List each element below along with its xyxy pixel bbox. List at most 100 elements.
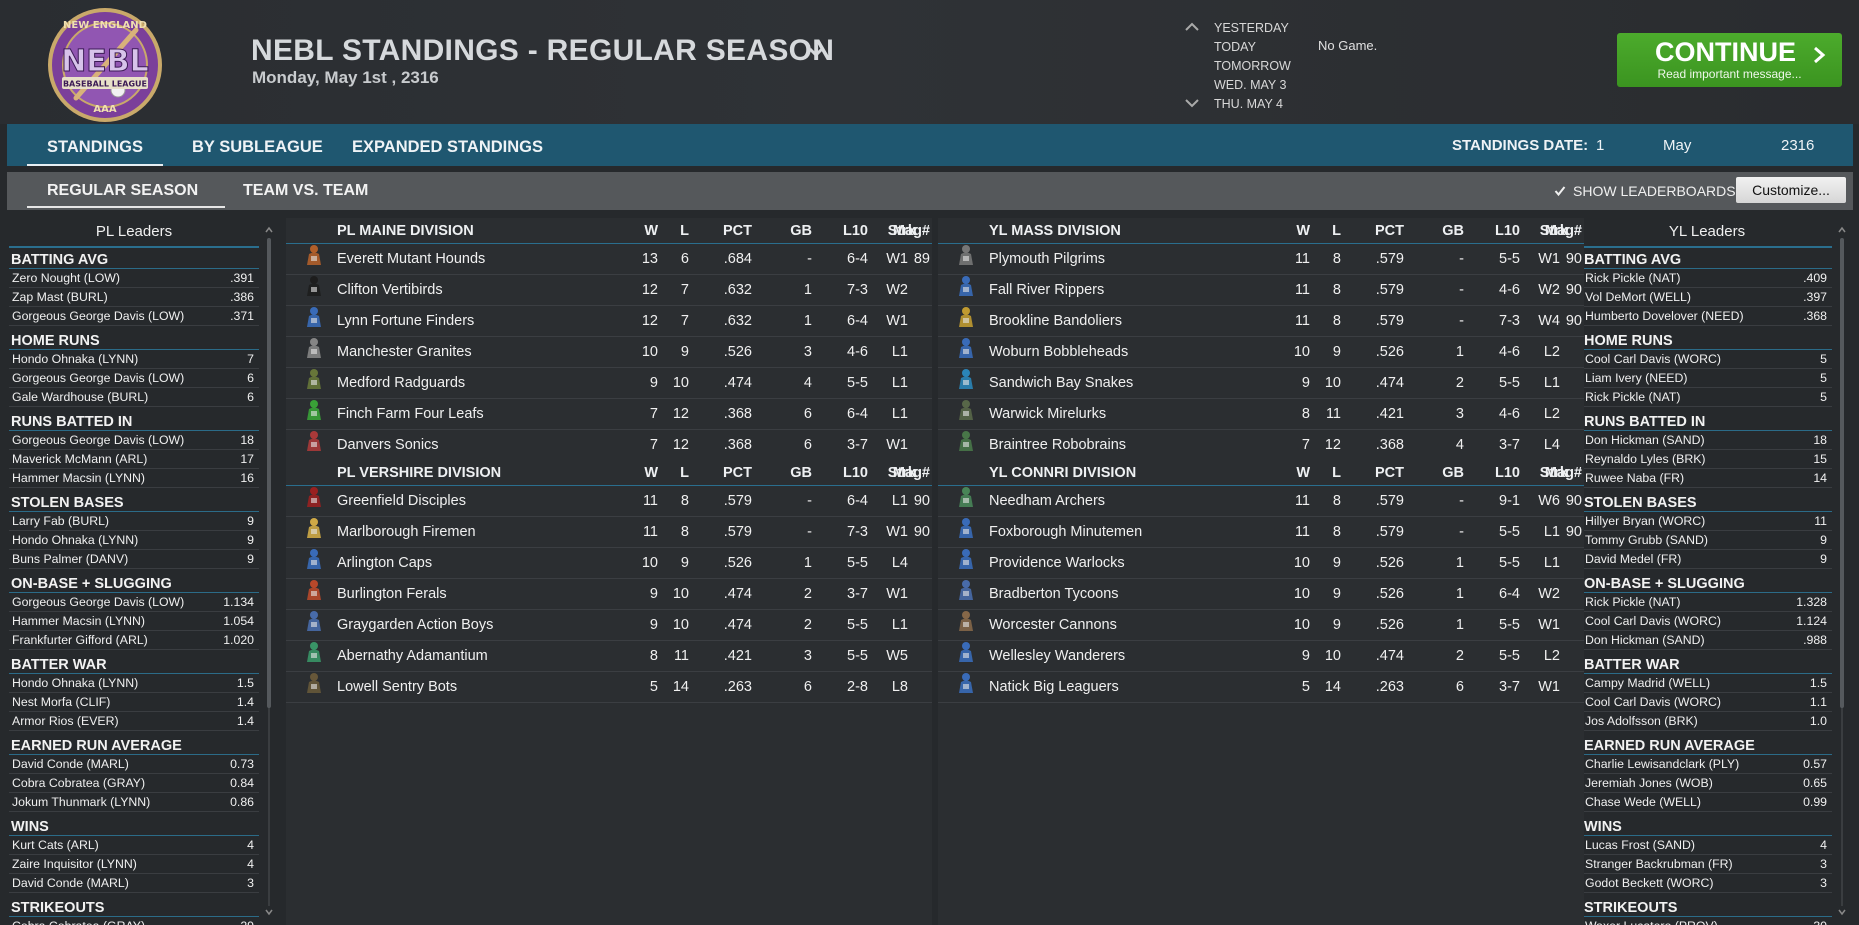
team-name[interactable]: Worcester Cannons	[989, 617, 1117, 633]
team-name[interactable]: Natick Big Leaguers	[989, 679, 1119, 695]
standings-date-month[interactable]: May	[1663, 137, 1692, 154]
team-name[interactable]: Warwick Mirelurks	[989, 406, 1107, 422]
team-row[interactable]: Abernathy Adamantium 8 11 .421 3 5-5 W5	[286, 641, 932, 672]
leader-row[interactable]: Kurt Cats (ARL) 4	[9, 836, 259, 855]
subtab-team-vs-team[interactable]: TEAM VS. TEAM	[243, 182, 369, 199]
column-header-wins[interactable]: W	[644, 223, 658, 239]
leader-row[interactable]: Zap Mast (BURL) .386	[9, 288, 259, 307]
leader-row[interactable]: Hammer Macsin (LYNN) 1.054	[9, 612, 259, 631]
column-header-streak[interactable]: Strk	[1539, 223, 1568, 239]
team-row[interactable]: Medford Radguards 9 10 .474 4 5-5 L1	[286, 368, 932, 399]
team-name[interactable]: Greenfield Disciples	[337, 493, 466, 509]
leader-row[interactable]: Hammer Macsin (LYNN) 16	[9, 469, 259, 488]
team-row[interactable]: Greenfield Disciples 11 8 .579 - 6-4 L1 90	[286, 486, 932, 517]
team-row[interactable]: Graygarden Action Boys 9 10 .474 2 5-5 L1	[286, 610, 932, 641]
team-row[interactable]: Bradberton Tycoons 10 9 .526 1 6-4 W2	[938, 579, 1584, 610]
team-row[interactable]: Foxborough Minutemen 11 8 .579 - 5-5 L1 90	[938, 517, 1584, 548]
chevron-up-icon[interactable]	[1838, 226, 1846, 234]
team-name[interactable]: Lynn Fortune Finders	[337, 313, 475, 329]
team-name[interactable]: Finch Farm Four Leafs	[337, 406, 484, 422]
tab-standings[interactable]: STANDINGS	[27, 138, 163, 166]
team-row[interactable]: Providence Warlocks 10 9 .526 1 5-5 L1	[938, 548, 1584, 579]
leader-row[interactable]: Zaire Inquisitor (LYNN) 4	[9, 855, 259, 874]
leader-row[interactable]: Gorgeous George Davis (LOW) .371	[9, 307, 259, 326]
team-row[interactable]: Warwick Mirelurks 8 11 .421 3 4-6 L2	[938, 399, 1584, 430]
team-name[interactable]: Danvers Sonics	[337, 437, 439, 453]
leader-row[interactable]: Hondo Ohnaka (LYNN) 9	[9, 531, 259, 550]
team-name[interactable]: Providence Warlocks	[989, 555, 1125, 571]
column-header-wins[interactable]: W	[644, 465, 658, 481]
standings-date-day[interactable]: 1	[1596, 137, 1605, 154]
leader-row[interactable]: Don Hickman (SAND) 18	[1582, 431, 1832, 450]
leader-row[interactable]: Gale Wardhouse (BURL) 6	[9, 388, 259, 407]
column-header-wins[interactable]: W	[1296, 223, 1310, 239]
team-row[interactable]: Lynn Fortune Finders 12 7 .632 1 6-4 W1	[286, 306, 932, 337]
customize-button[interactable]: Customize...	[1736, 177, 1846, 203]
standings-date-year[interactable]: 2316	[1781, 137, 1815, 154]
column-header-win-pct[interactable]: PCT	[1375, 465, 1404, 481]
column-header-magic-number[interactable]: Mag#	[1544, 465, 1582, 481]
leader-row[interactable]: Cobra Cobratea (GRAY) 0.84	[9, 774, 259, 793]
show-leaderboards-label[interactable]: SHOW LEADERBOARDS	[1573, 183, 1736, 199]
leader-row[interactable]: Jokum Thunmark (LYNN) 0.86	[9, 793, 259, 812]
column-header-last-ten[interactable]: L10	[843, 223, 868, 239]
leader-row[interactable]: Maverick McMann (ARL) 17	[9, 450, 259, 469]
chevron-up-icon[interactable]	[265, 226, 273, 234]
leader-row[interactable]: Liam Ivery (NEED) 5	[1582, 369, 1832, 388]
leader-row[interactable]: Don Hickman (SAND) .988	[1582, 631, 1832, 650]
day-tomorrow[interactable]: TOMORROW	[1214, 59, 1291, 73]
team-name[interactable]: Marlborough Firemen	[337, 524, 476, 540]
team-row[interactable]: Danvers Sonics 7 12 .368 6 3-7 W1	[286, 430, 932, 461]
leader-row[interactable]: Ruwee Naba (FR) 14	[1582, 469, 1832, 488]
leader-row[interactable]: Vol DeMort (WELL) .397	[1582, 288, 1832, 307]
leader-row[interactable]: Cool Carl Davis (WORC) 1.124	[1582, 612, 1832, 631]
leader-row[interactable]: Gorgeous George Davis (LOW) 6	[9, 369, 259, 388]
column-header-wins[interactable]: W	[1296, 465, 1310, 481]
leader-row[interactable]: Cool Carl Davis (WORC) 1.1	[1582, 693, 1832, 712]
tab-by-subleague[interactable]: BY SUBLEAGUE	[192, 138, 323, 156]
pl-leaders-scrollbar[interactable]	[265, 226, 273, 916]
column-header-losses[interactable]: L	[680, 223, 689, 239]
team-name[interactable]: Sandwich Bay Snakes	[989, 375, 1134, 391]
leader-row[interactable]: Jos Adolfsson (BRK) 1.0	[1582, 712, 1832, 731]
column-header-losses[interactable]: L	[1332, 223, 1341, 239]
leader-row[interactable]: Chase Wede (WELL) 0.99	[1582, 793, 1832, 812]
team-row[interactable]: Arlington Caps 10 9 .526 1 5-5 L4	[286, 548, 932, 579]
leader-row[interactable]: Stranger Backrubman (FR) 3	[1582, 855, 1832, 874]
day-wed[interactable]: WED. MAY 3	[1214, 78, 1287, 92]
column-header-streak[interactable]: Strk	[887, 223, 916, 239]
leader-row[interactable]: Waxer Lucatero (PROV) 30	[1582, 917, 1832, 925]
column-header-last-ten[interactable]: L10	[1495, 223, 1520, 239]
team-name[interactable]: Manchester Granites	[337, 344, 472, 360]
continue-button[interactable]: CONTINUE Read important message...	[1617, 33, 1842, 87]
team-name[interactable]: Lowell Sentry Bots	[337, 679, 458, 695]
team-row[interactable]: Everett Mutant Hounds 13 6 .684 - 6-4 W1 89	[286, 244, 932, 275]
column-header-games-back[interactable]: GB	[1442, 223, 1464, 239]
team-row[interactable]: Braintree Robobrains 7 12 .368 4 3-7 L4	[938, 430, 1584, 461]
leader-row[interactable]: Rick Pickle (NAT) 5	[1582, 388, 1832, 407]
leader-row[interactable]: David Conde (MARL) 3	[9, 874, 259, 893]
team-row[interactable]: Needham Archers 11 8 .579 - 9-1 W6 90	[938, 486, 1584, 517]
column-header-games-back[interactable]: GB	[790, 223, 812, 239]
team-row[interactable]: Sandwich Bay Snakes 9 10 .474 2 5-5 L1	[938, 368, 1584, 399]
team-name[interactable]: Clifton Vertibirds	[337, 282, 443, 298]
tab-expanded-standings[interactable]: EXPANDED STANDINGS	[352, 138, 543, 156]
team-row[interactable]: Plymouth Pilgrims 11 8 .579 - 5-5 W1 90	[938, 244, 1584, 275]
leader-row[interactable]: Humberto Dovelover (NEED) .368	[1582, 307, 1832, 326]
leader-row[interactable]: David Conde (MARL) 0.73	[9, 755, 259, 774]
column-header-streak[interactable]: Strk	[1539, 465, 1568, 481]
scroll-thumb[interactable]	[267, 238, 271, 708]
leader-row[interactable]: Hondo Ohnaka (LYNN) 1.5	[9, 674, 259, 693]
column-header-streak[interactable]: Strk	[887, 465, 916, 481]
leader-row[interactable]: Buns Palmer (DANV) 9	[9, 550, 259, 569]
leader-row[interactable]: Reynaldo Lyles (BRK) 15	[1582, 450, 1832, 469]
leader-row[interactable]: Frankfurter Gifford (ARL) 1.020	[9, 631, 259, 650]
leader-row[interactable]: Hillyer Bryan (WORC) 11	[1582, 512, 1832, 531]
column-header-games-back[interactable]: GB	[1442, 465, 1464, 481]
column-header-losses[interactable]: L	[1332, 465, 1341, 481]
team-row[interactable]: Lowell Sentry Bots 5 14 .263 6 2-8 L8	[286, 672, 932, 703]
column-header-magic-number[interactable]: Mag#	[1544, 223, 1582, 239]
column-header-win-pct[interactable]: PCT	[723, 223, 752, 239]
chevron-down-icon[interactable]	[806, 42, 826, 62]
team-row[interactable]: Finch Farm Four Leafs 7 12 .368 6 6-4 L1	[286, 399, 932, 430]
